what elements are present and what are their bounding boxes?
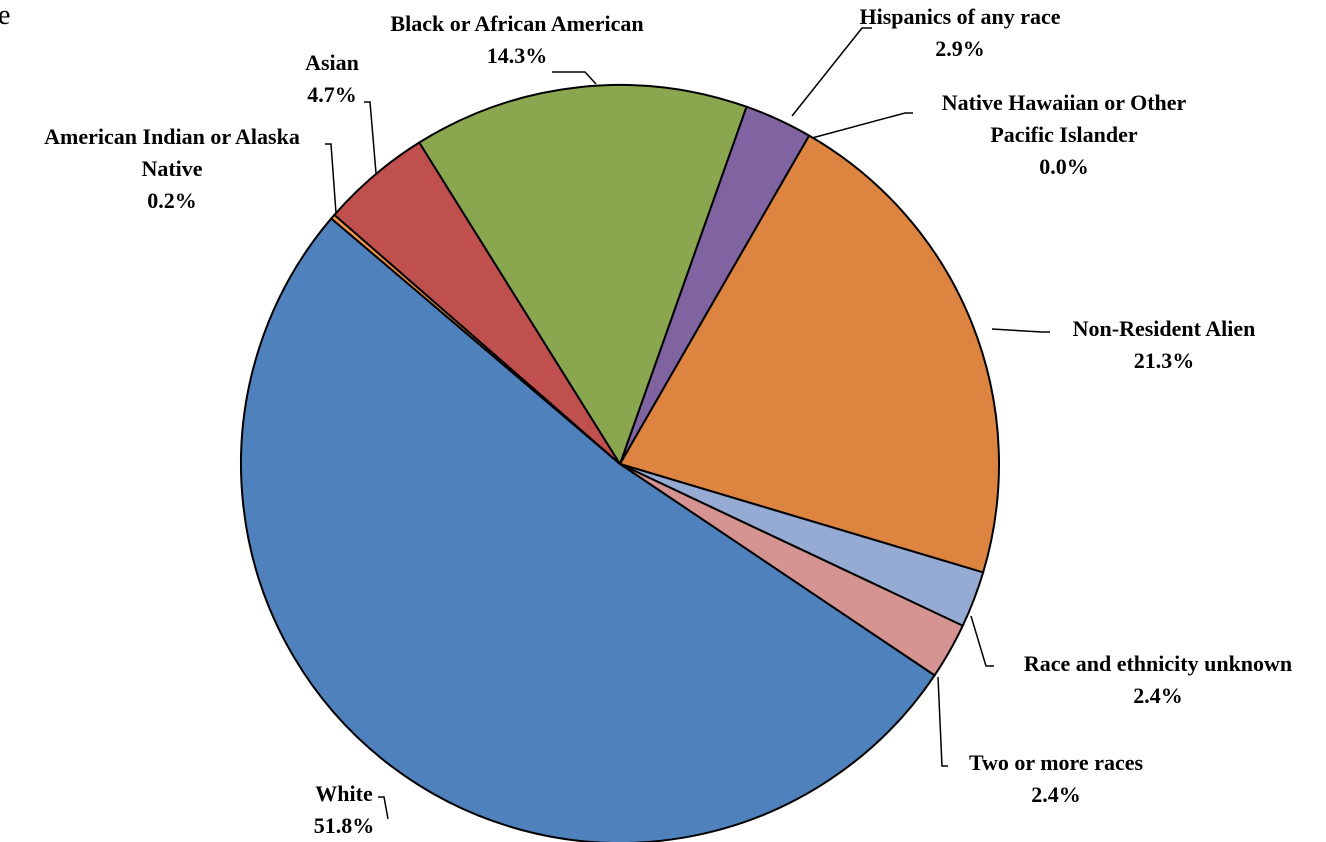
slice-labels: Hispanics of any race 2.9% Native Hawaiian… bbox=[44, 4, 1292, 838]
data-label-name-american-indian-or-alaska-native: Native bbox=[141, 156, 202, 181]
data-label-name-white: White bbox=[315, 781, 373, 806]
leader-line-american-indian-or-alaska-native bbox=[325, 143, 337, 214]
data-label-percent-two-or-more-races: 2.4% bbox=[1031, 782, 1081, 807]
data-label-percent-non-resident-alien: 21.3% bbox=[1134, 348, 1195, 373]
corner-text-fragment: e bbox=[0, 0, 10, 31]
leader-line-native-hawaiian-or-other-pacific-islander bbox=[811, 112, 913, 139]
data-label-name-black-or-african-american: Black or African American bbox=[390, 11, 643, 36]
data-label-percent-asian: 4.7% bbox=[307, 82, 357, 107]
data-label-percent-american-indian-or-alaska-native: 0.2% bbox=[147, 188, 197, 213]
data-label-name-hispanics-of-any-race: Hispanics of any race bbox=[859, 4, 1060, 29]
data-label-percent-black-or-african-american: 14.3% bbox=[487, 43, 548, 68]
leader-line-hispanics-of-any-race bbox=[791, 27, 872, 117]
data-label-name-asian: Asian bbox=[305, 50, 359, 75]
data-label-name-non-resident-alien: Non-Resident Alien bbox=[1073, 316, 1256, 341]
data-label-name-native-hawaiian-or-other-pacific-islander: Native Hawaiian or Other bbox=[942, 90, 1187, 115]
data-label-percent-white: 51.8% bbox=[314, 813, 375, 838]
pie-slice-white bbox=[240, 217, 936, 842]
data-label-percent-race-and-ethnicity-unknown: 2.4% bbox=[1133, 683, 1183, 708]
leader-line-race-and-ethnicity-unknown bbox=[970, 615, 994, 667]
leader-line-non-resident-alien bbox=[991, 328, 1050, 333]
data-label-percent-native-hawaiian-or-other-pacific-islander: 0.0% bbox=[1039, 154, 1089, 179]
data-label-name-american-indian-or-alaska-native: American Indian or Alaska bbox=[44, 124, 300, 149]
data-label-name-two-or-more-races: Two or more races bbox=[969, 750, 1144, 775]
data-label-name-race-and-ethnicity-unknown: Race and ethnicity unknown bbox=[1024, 651, 1292, 676]
data-label-percent-hispanics-of-any-race: 2.9% bbox=[935, 36, 985, 61]
data-label-name-native-hawaiian-or-other-pacific-islander: Pacific Islander bbox=[990, 122, 1137, 147]
leader-lines bbox=[325, 27, 1050, 820]
pie-slices bbox=[240, 84, 1001, 842]
pie-slice-black-or-african-american bbox=[418, 84, 748, 465]
leader-line-asian bbox=[364, 101, 377, 174]
pie-slice-non-resident-alien bbox=[619, 134, 1001, 574]
leader-line-black-or-african-american bbox=[552, 71, 597, 85]
leader-line-white bbox=[378, 796, 389, 820]
leader-line-two-or-more-races bbox=[937, 676, 948, 767]
